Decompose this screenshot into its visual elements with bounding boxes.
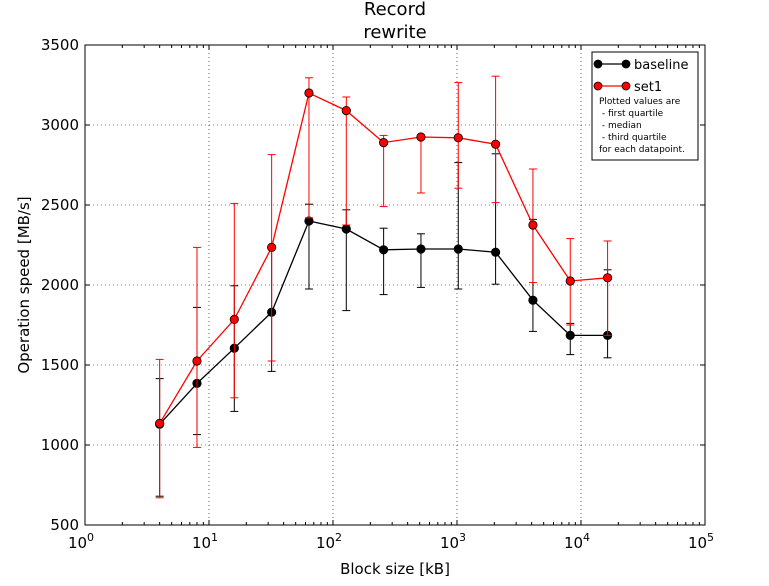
legend: baseline set1 Plotted values are - first q… [591, 51, 699, 161]
chart-title-line: Record [364, 0, 426, 20]
data-point [229, 314, 239, 324]
data-point [192, 356, 202, 366]
x-tick-label: 101 [192, 531, 218, 552]
data-point [528, 295, 538, 305]
legend-note-line: - third quartile [599, 133, 667, 143]
data-point [565, 276, 575, 286]
y-tick-label: 3500 [41, 36, 79, 54]
x-tick-label-exponent: 4 [583, 531, 590, 544]
series-set1 [155, 75, 613, 499]
x-tick-label-base: 10 [688, 534, 707, 552]
data-point [304, 88, 314, 98]
legend-label: set1 [634, 80, 662, 95]
ticks-layer: 100 101 102 103 104 1055001000150020002500300… [41, 36, 714, 552]
legend-label: baseline [634, 58, 688, 73]
x-tick-label-base: 10 [192, 534, 211, 552]
data-point [565, 330, 575, 340]
legend-note-line: for each datapoint. [599, 145, 685, 155]
legend-note-line: - median [599, 121, 642, 131]
x-tick-label: 102 [316, 531, 342, 552]
x-tick-label-base: 10 [68, 534, 87, 552]
series-layer [155, 75, 613, 499]
x-tick-label-exponent: 1 [211, 531, 218, 544]
legend-marker [593, 59, 603, 69]
data-point [453, 133, 463, 143]
x-tick-label-exponent: 2 [335, 531, 342, 544]
data-point [491, 247, 501, 257]
legend-marker [621, 81, 631, 91]
data-point [416, 132, 426, 142]
legend-note-line: Plotted values are [599, 97, 681, 107]
data-point [453, 244, 463, 254]
x-tick-label: 104 [564, 531, 590, 552]
x-tick-label-exponent: 5 [707, 531, 714, 544]
data-point [528, 220, 538, 230]
x-tick-label-exponent: 0 [87, 531, 94, 544]
legend-note-line: - first quartile [599, 109, 664, 119]
data-point [379, 138, 389, 148]
data-point [267, 242, 277, 252]
y-tick-label: 1000 [41, 436, 79, 454]
data-point [491, 139, 501, 149]
data-point [155, 418, 165, 428]
x-tick-label: 103 [440, 531, 466, 552]
x-tick-label-exponent: 3 [459, 531, 466, 544]
y-tick-label: 2000 [41, 276, 79, 294]
data-point [602, 273, 613, 283]
y-tick-label: 500 [50, 516, 79, 534]
legend-marker [621, 59, 631, 69]
x-tick-label: 105 [688, 531, 714, 552]
data-point [341, 106, 351, 116]
y-tick-label: 2500 [41, 196, 79, 214]
data-point [416, 244, 426, 254]
legend-box [591, 51, 699, 161]
y-tick-label: 3000 [41, 116, 79, 134]
x-tick-label-base: 10 [440, 534, 459, 552]
legend-marker [593, 81, 603, 91]
y-axis-label: Operation speed [MB/s] [15, 196, 33, 373]
x-tick-label: 100 [68, 531, 94, 552]
x-tick-label-base: 10 [564, 534, 583, 552]
x-axis-label: Block size [kB] [340, 560, 450, 578]
x-tick-label-base: 10 [316, 534, 335, 552]
chart-title-line: rewrite [363, 22, 426, 43]
data-point [379, 245, 389, 255]
data-point [341, 224, 351, 234]
y-tick-label: 1500 [41, 356, 79, 374]
